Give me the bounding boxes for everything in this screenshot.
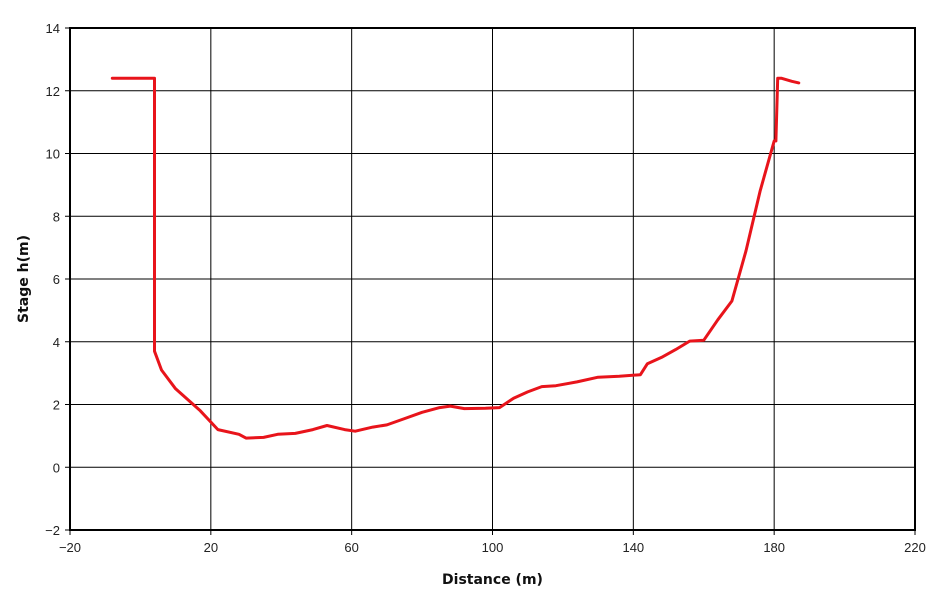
x-tick-label: 20 (204, 540, 218, 555)
x-tick-label: 100 (482, 540, 504, 555)
series-group (110, 76, 801, 440)
y-tick-label: 8 (53, 209, 60, 224)
x-axis-title: Distance (m) (442, 572, 543, 588)
y-tick-label: 2 (53, 398, 60, 413)
y-axis-title: Stage h(m) (16, 235, 32, 323)
y-tick-label: 4 (53, 335, 60, 350)
x-tick-label: −20 (59, 540, 81, 555)
x-tick-label: 140 (622, 540, 644, 555)
y-tick-label: 0 (53, 460, 60, 475)
x-tick-label: 220 (904, 540, 926, 555)
y-tick-label: 6 (53, 272, 60, 287)
y-tick-label: −2 (45, 523, 60, 538)
y-tick-label: 10 (46, 147, 60, 162)
series-line-0 (110, 76, 801, 440)
y-tick-label: 14 (46, 21, 60, 36)
y-tick-label: 12 (46, 84, 60, 99)
x-tick-label: 180 (763, 540, 785, 555)
x-tick-label: 60 (344, 540, 358, 555)
